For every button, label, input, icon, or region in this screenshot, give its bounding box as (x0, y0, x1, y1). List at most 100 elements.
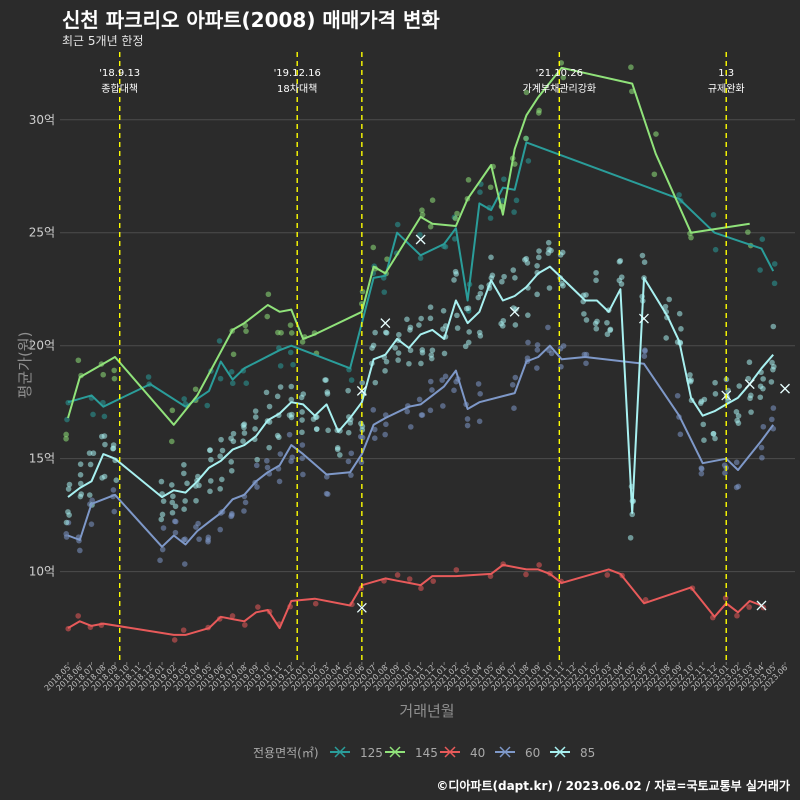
scatter-point-85 (159, 511, 166, 518)
scatter-point-85 (462, 343, 469, 350)
scatter-point-40 (453, 567, 460, 573)
scatter-point-85 (536, 248, 542, 254)
scatter-point-40 (406, 576, 413, 582)
scatter-point-85 (240, 422, 247, 428)
scatter-point-60 (181, 561, 188, 567)
scatter-point-85 (266, 444, 272, 451)
scatter-point-145 (745, 229, 751, 235)
scatter-point-145 (275, 329, 281, 336)
scatter-point-145 (629, 88, 635, 95)
scatter-point-85 (629, 511, 636, 518)
scatter-point-145 (168, 438, 175, 445)
series-line-85 (67, 265, 774, 514)
scatter-point-60 (254, 484, 260, 490)
scatter-point-60 (160, 525, 167, 531)
scatter-point-85 (102, 441, 108, 448)
scatter-point-60 (371, 435, 378, 441)
scatter-point-85 (158, 516, 165, 523)
scatter-point-145 (523, 135, 529, 142)
scatter-point-60 (171, 518, 178, 525)
scatter-point-85 (337, 452, 343, 458)
scatter-point-60 (407, 424, 414, 430)
scatter-point-85 (299, 409, 305, 415)
scatter-point-85 (512, 322, 519, 328)
scatter-point-60 (359, 434, 366, 441)
cross-marker-85 (780, 383, 790, 394)
scatter-point-60 (300, 471, 306, 478)
scatter-point-60 (323, 473, 330, 480)
scatter-point-40 (180, 627, 187, 633)
scatter-point-60 (195, 520, 201, 527)
scatter-point-40 (604, 572, 611, 578)
scatter-point-60 (642, 347, 648, 353)
scatter-point-60 (545, 324, 551, 331)
scatter-point-85 (217, 486, 223, 492)
scatter-point-85 (158, 478, 165, 485)
scatter-point-145 (288, 330, 295, 336)
scatter-point-85 (182, 498, 188, 504)
scatter-point-40 (418, 585, 424, 592)
scatter-point-60 (439, 377, 445, 383)
policy-date: '18.9.13 (99, 68, 140, 79)
scatter-point-60 (525, 339, 531, 346)
scatter-point-85 (525, 312, 531, 318)
scatter-point-85 (382, 368, 388, 374)
scatter-point-60 (288, 458, 294, 465)
scatter-point-145 (536, 107, 542, 114)
scatter-point-85 (299, 417, 305, 423)
legend: 전용면적(㎡) 125 145 40 60 85 (253, 746, 595, 760)
grid-layer (60, 119, 795, 573)
scatter-point-60 (371, 426, 378, 433)
scatter-point-85 (735, 420, 742, 426)
scatter-point-40 (242, 622, 248, 628)
series-line-60 (67, 344, 775, 548)
scatter-point-60 (159, 546, 166, 553)
scatter-point-125 (394, 221, 401, 228)
scatter-point-60 (769, 416, 775, 423)
scatter-point-85 (404, 316, 410, 323)
scatter-point-85 (747, 395, 753, 402)
scatter-point-60 (429, 387, 435, 393)
policy-date: '21.10.26 (536, 68, 583, 79)
series-line-125 (67, 141, 775, 408)
scatter-point-85 (770, 323, 777, 330)
cross-marker-85 (356, 385, 367, 396)
scatter-point-85 (181, 470, 187, 477)
scatter-point-85 (607, 326, 614, 333)
scatter-point-85 (288, 396, 295, 403)
scatter-point-60 (88, 521, 95, 527)
scatter-point-125 (771, 261, 778, 267)
scatter-point-125 (145, 374, 152, 380)
scatter-point-85 (169, 499, 176, 506)
scatter-point-85 (169, 482, 175, 488)
scatter-point-85 (710, 430, 717, 437)
y-tick-label: 20억 (29, 339, 55, 353)
scatter-point-125 (676, 192, 682, 198)
scatter-point-85 (383, 358, 390, 365)
scatter-point-125 (487, 215, 494, 221)
scatter-point-85 (228, 467, 235, 474)
scatter-point-60 (324, 491, 331, 497)
scatter-point-60 (548, 350, 555, 357)
scatter-point-85 (427, 315, 434, 322)
scatter-point-85 (370, 342, 377, 349)
scatter-point-145 (560, 74, 567, 81)
scatter-point-85 (169, 509, 176, 516)
scatter-point-60 (722, 470, 728, 476)
scatter-point-85 (207, 478, 214, 484)
scatter-point-85 (616, 277, 623, 284)
scatter-point-85 (736, 383, 743, 389)
scatter-point-60 (733, 459, 740, 466)
scatter-point-125 (204, 402, 211, 409)
scatter-point-85 (392, 345, 398, 351)
scatter-point-85 (419, 347, 426, 353)
scatter-point-85 (593, 277, 599, 284)
scatter-point-85 (193, 497, 199, 504)
scatter-point-60 (370, 407, 377, 413)
scatter-point-85 (700, 421, 707, 428)
scatter-point-85 (676, 310, 683, 317)
scatter-point-40 (536, 562, 542, 568)
scatter-point-145 (287, 322, 294, 328)
scatter-point-85 (560, 282, 566, 289)
scatter-point-85 (101, 433, 108, 439)
